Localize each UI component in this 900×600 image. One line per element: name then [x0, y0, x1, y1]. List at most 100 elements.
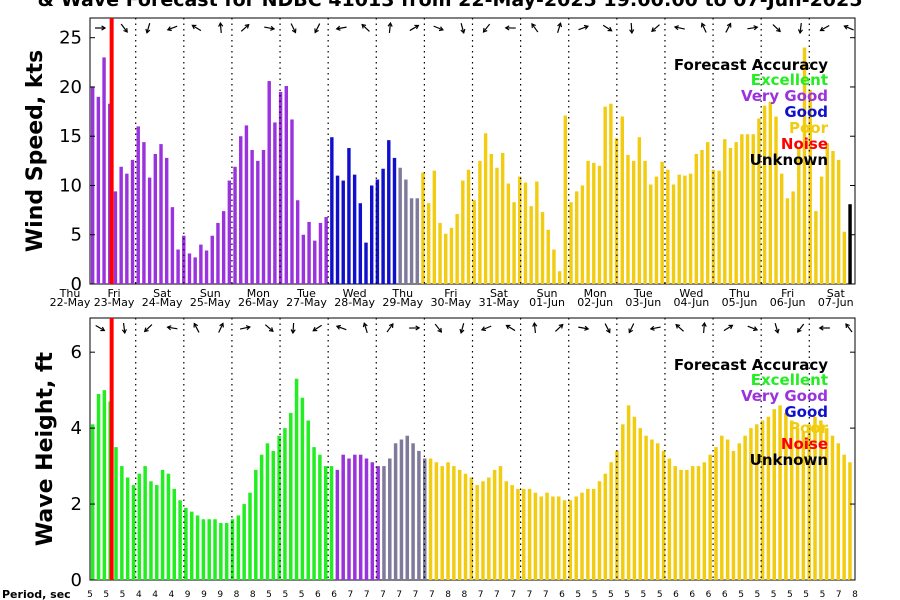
- wind-bar: [438, 222, 442, 284]
- wave-legend-entry: Very Good: [741, 387, 828, 405]
- wind-bar: [267, 81, 271, 284]
- wave-bar: [277, 435, 281, 580]
- period-value: 7: [364, 590, 370, 600]
- wave-bar: [207, 519, 211, 580]
- wind-bar: [540, 212, 545, 284]
- wind-bar: [352, 174, 357, 284]
- day-of-week-label: Sun: [537, 287, 558, 300]
- wind-bar: [563, 115, 568, 284]
- wave-bar: [96, 393, 101, 580]
- wind-direction-arrow: [95, 25, 107, 31]
- period-value: 5: [266, 590, 272, 600]
- wave-bar: [696, 466, 701, 580]
- day-of-week-label: Mon: [584, 287, 607, 300]
- wave-bar: [801, 431, 806, 580]
- wave-bar: [603, 473, 608, 580]
- wave-bar: [591, 488, 596, 580]
- wind-direction-arrow: [409, 24, 420, 32]
- wave-bar: [364, 458, 369, 580]
- wave-bar: [417, 450, 421, 580]
- period-value: 5: [87, 590, 93, 600]
- wave-bar: [160, 469, 165, 580]
- wave-bar: [830, 435, 835, 580]
- wind-bar: [580, 185, 585, 284]
- wind-bar: [233, 166, 237, 284]
- wind-bar: [688, 173, 693, 284]
- wind-bar: [455, 214, 459, 284]
- wave-bar: [516, 488, 520, 580]
- wave-bar: [539, 496, 543, 580]
- wind-bar: [797, 148, 801, 284]
- period-value: 5: [299, 590, 305, 600]
- wave-bar: [702, 462, 707, 580]
- wave-bar: [737, 443, 742, 580]
- wave-bar: [149, 481, 153, 580]
- wave-bar: [143, 466, 147, 580]
- period-value: 6: [722, 590, 728, 600]
- wind-bar: [153, 153, 158, 284]
- wave-direction-arrow: [218, 322, 224, 333]
- wave-bar: [819, 420, 823, 580]
- wave-bar: [120, 466, 124, 580]
- wave-bar: [178, 500, 182, 580]
- wave-bar: [795, 428, 800, 580]
- day-of-week-label: Fri: [781, 287, 794, 300]
- day-of-week-label: Thu: [728, 287, 750, 300]
- wave-direction-arrow: [578, 325, 590, 331]
- wave-bar: [353, 454, 357, 580]
- wind-bar: [569, 202, 573, 284]
- wave-bar: [90, 424, 95, 580]
- wave-y-tick-label: 6: [71, 342, 82, 363]
- wind-bar: [785, 198, 790, 284]
- wind-y-tick-label: 15: [59, 126, 82, 147]
- wind-bar: [592, 162, 596, 284]
- wave-y-tick-label: 4: [71, 418, 82, 439]
- wind-direction-arrow: [531, 23, 539, 33]
- wave-direction-arrow: [675, 323, 684, 332]
- wave-bar: [422, 458, 427, 580]
- wind-bar: [125, 173, 129, 284]
- wave-bar: [312, 447, 316, 580]
- wave-bar: [836, 443, 841, 580]
- wave-bar: [638, 428, 643, 580]
- wave-direction-arrow: [701, 321, 707, 334]
- wave-bar: [102, 390, 107, 580]
- period-value: 8: [250, 590, 256, 600]
- wave-bar: [504, 481, 509, 580]
- period-value: 5: [803, 590, 809, 600]
- wind-direction-arrow: [557, 22, 563, 33]
- wind-bar: [768, 101, 773, 285]
- wind-bar: [780, 173, 784, 284]
- day-of-week-label: Fri: [444, 287, 457, 300]
- wave-bar: [708, 454, 712, 580]
- period-value: 5: [820, 590, 826, 600]
- wind-bar: [421, 172, 425, 284]
- period-value: 6: [559, 590, 565, 600]
- day-of-week-label: Tue: [296, 287, 316, 300]
- wave-bar: [731, 450, 736, 580]
- day-of-week-label: Sat: [153, 287, 172, 300]
- wind-direction-arrow: [335, 25, 347, 31]
- period-value: 5: [738, 590, 744, 600]
- wind-bar: [182, 235, 186, 284]
- wave-bar: [760, 420, 765, 580]
- wind-bar: [415, 198, 419, 284]
- wave-direction-arrow: [239, 325, 251, 331]
- wave-bar: [621, 424, 625, 580]
- period-value: 7: [527, 590, 533, 600]
- wind-bar: [808, 89, 812, 284]
- date-label: 26-May: [238, 296, 279, 309]
- wind-bar: [489, 153, 493, 284]
- wind-bar: [164, 157, 169, 284]
- wind-direction-arrow: [240, 23, 250, 32]
- wind-direction-arrow: [433, 25, 444, 32]
- wind-bar: [723, 139, 727, 284]
- period-value: 5: [103, 590, 109, 600]
- wave-bar: [824, 428, 829, 580]
- wind-direction-arrow: [361, 23, 370, 32]
- wind-bar: [136, 126, 140, 285]
- wave-bar: [679, 469, 683, 580]
- wind-bar: [671, 184, 676, 284]
- wave-direction-arrow: [796, 323, 805, 333]
- wave-direction-arrow: [264, 324, 274, 333]
